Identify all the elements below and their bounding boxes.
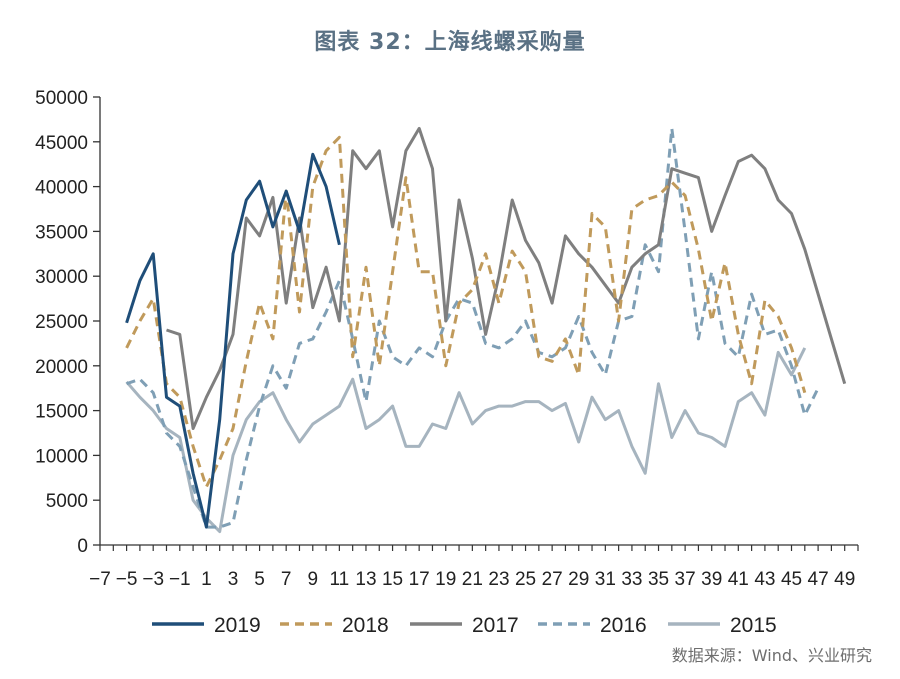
- x-tick-label: 31: [595, 569, 616, 590]
- x-tick-label: 5: [254, 569, 265, 590]
- x-tick-label: 3: [228, 569, 239, 590]
- x-tick-label: 19: [435, 569, 456, 590]
- x-tick-label: 25: [515, 569, 536, 590]
- y-tick-label: 25000: [35, 312, 88, 333]
- x-tick-label: 43: [754, 569, 775, 590]
- y-tick-label: 30000: [35, 267, 88, 288]
- x-tick-label: 9: [307, 569, 318, 590]
- x-tick-label: 35: [648, 569, 669, 590]
- legend-label-2018: 2018: [342, 614, 389, 637]
- x-tick-label: −1: [169, 569, 191, 590]
- chart-title: 图表 32：上海线螺采购量: [314, 30, 586, 55]
- legend: 2019 2018 2017 2016 2015: [152, 614, 777, 637]
- y-tick-label: 20000: [35, 357, 88, 378]
- y-tick-label: 5000: [46, 491, 88, 512]
- x-tick-label: 17: [409, 569, 430, 590]
- legend-label-2015: 2015: [730, 614, 777, 637]
- series-line-2019: [125, 152, 341, 529]
- y-tick-label: 45000: [35, 133, 88, 154]
- x-tick-label: 45: [781, 569, 802, 590]
- x-tick-label: 1: [201, 569, 212, 590]
- y-tick-label: 10000: [35, 446, 88, 467]
- x-tick-label: 15: [382, 569, 403, 590]
- axes: 0 5000 10000 15000 20000 25000 30000 35000 40000…: [35, 88, 859, 590]
- y-tick-label: 40000: [35, 178, 88, 199]
- y-tick-label: 15000: [35, 402, 88, 423]
- x-tick-label: 13: [355, 569, 376, 590]
- x-tick-label: 37: [675, 569, 696, 590]
- source-note: 数据来源：Wind、兴业研究: [671, 646, 872, 665]
- x-tick-label: 33: [621, 569, 642, 590]
- x-tick-label: 23: [488, 569, 509, 590]
- y-tick-label: 50000: [35, 88, 88, 109]
- x-tick-label: 11: [330, 569, 350, 590]
- x-tick-label: −5: [116, 569, 138, 590]
- y-tick-label: 0: [77, 536, 88, 557]
- plot-area: [125, 126, 847, 534]
- series-line-2018: [125, 135, 807, 489]
- x-tick-label: 21: [462, 569, 483, 590]
- x-tick-label: 29: [568, 569, 589, 590]
- legend-label-2016: 2016: [600, 614, 647, 637]
- x-tick-label: 39: [701, 569, 722, 590]
- x-tick-label: −3: [142, 569, 164, 590]
- x-tick-label: −7: [89, 569, 111, 590]
- y-tick-label: 35000: [35, 222, 88, 243]
- legend-label-2017: 2017: [472, 614, 519, 637]
- x-tick-label: 7: [281, 569, 292, 590]
- series-line-2015: [125, 347, 807, 534]
- legend-label-2019: 2019: [214, 614, 261, 637]
- x-tick-label: 47: [808, 569, 829, 590]
- x-tick-label: 27: [542, 569, 563, 590]
- x-tick-label: 41: [728, 569, 749, 590]
- x-tick-label: 49: [834, 569, 855, 590]
